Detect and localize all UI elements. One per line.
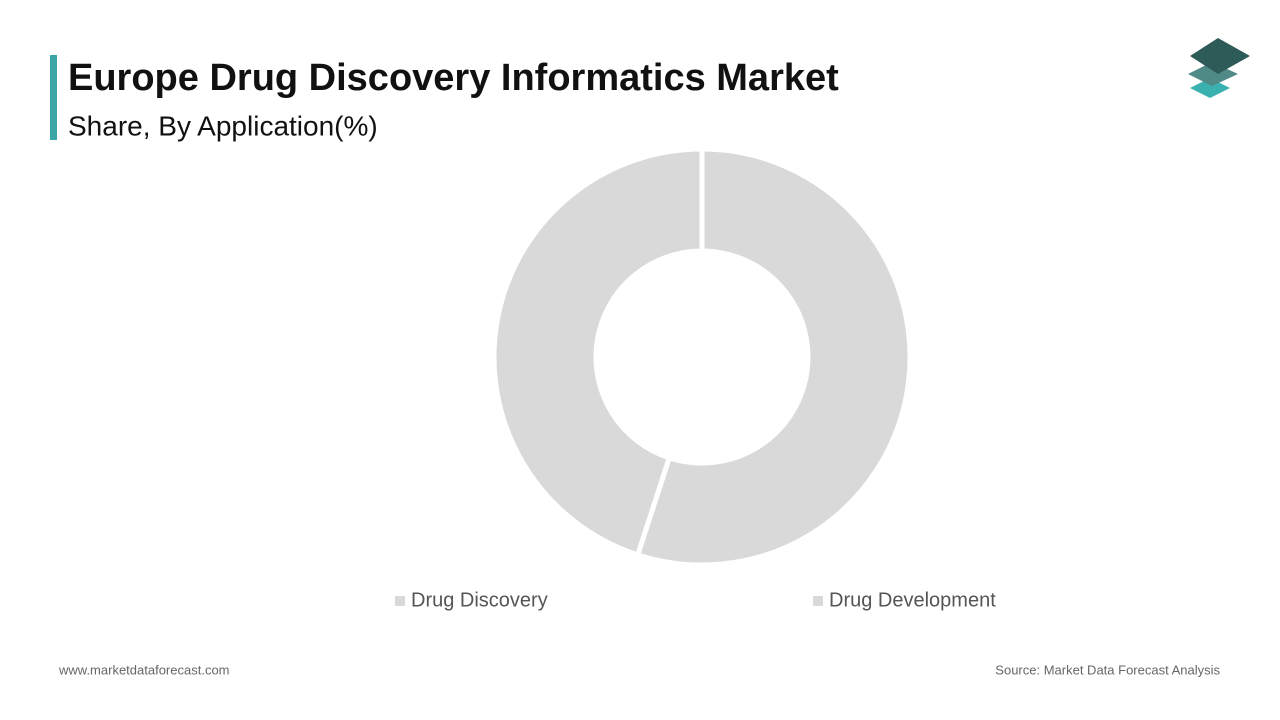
legend: Drug Discovery Drug Development bbox=[395, 589, 996, 611]
legend-marker bbox=[813, 596, 823, 606]
source: Source: Market Data Forecast Analysis bbox=[995, 662, 1220, 677]
chart-subtitle: Share, By Application(%) bbox=[68, 110, 378, 141]
donut-slice bbox=[634, 146, 913, 568]
legend-marker bbox=[395, 596, 405, 606]
donut-slice bbox=[491, 146, 705, 558]
donut bbox=[491, 146, 913, 568]
logo bbox=[1188, 38, 1250, 98]
legend-label: Drug Development bbox=[829, 589, 996, 611]
website: www.marketdataforecast.com bbox=[58, 662, 230, 677]
title-accent bbox=[50, 55, 57, 140]
chart-title: Europe Drug Discovery Informatics Market bbox=[68, 57, 839, 99]
legend-label: Drug Discovery bbox=[411, 589, 548, 611]
